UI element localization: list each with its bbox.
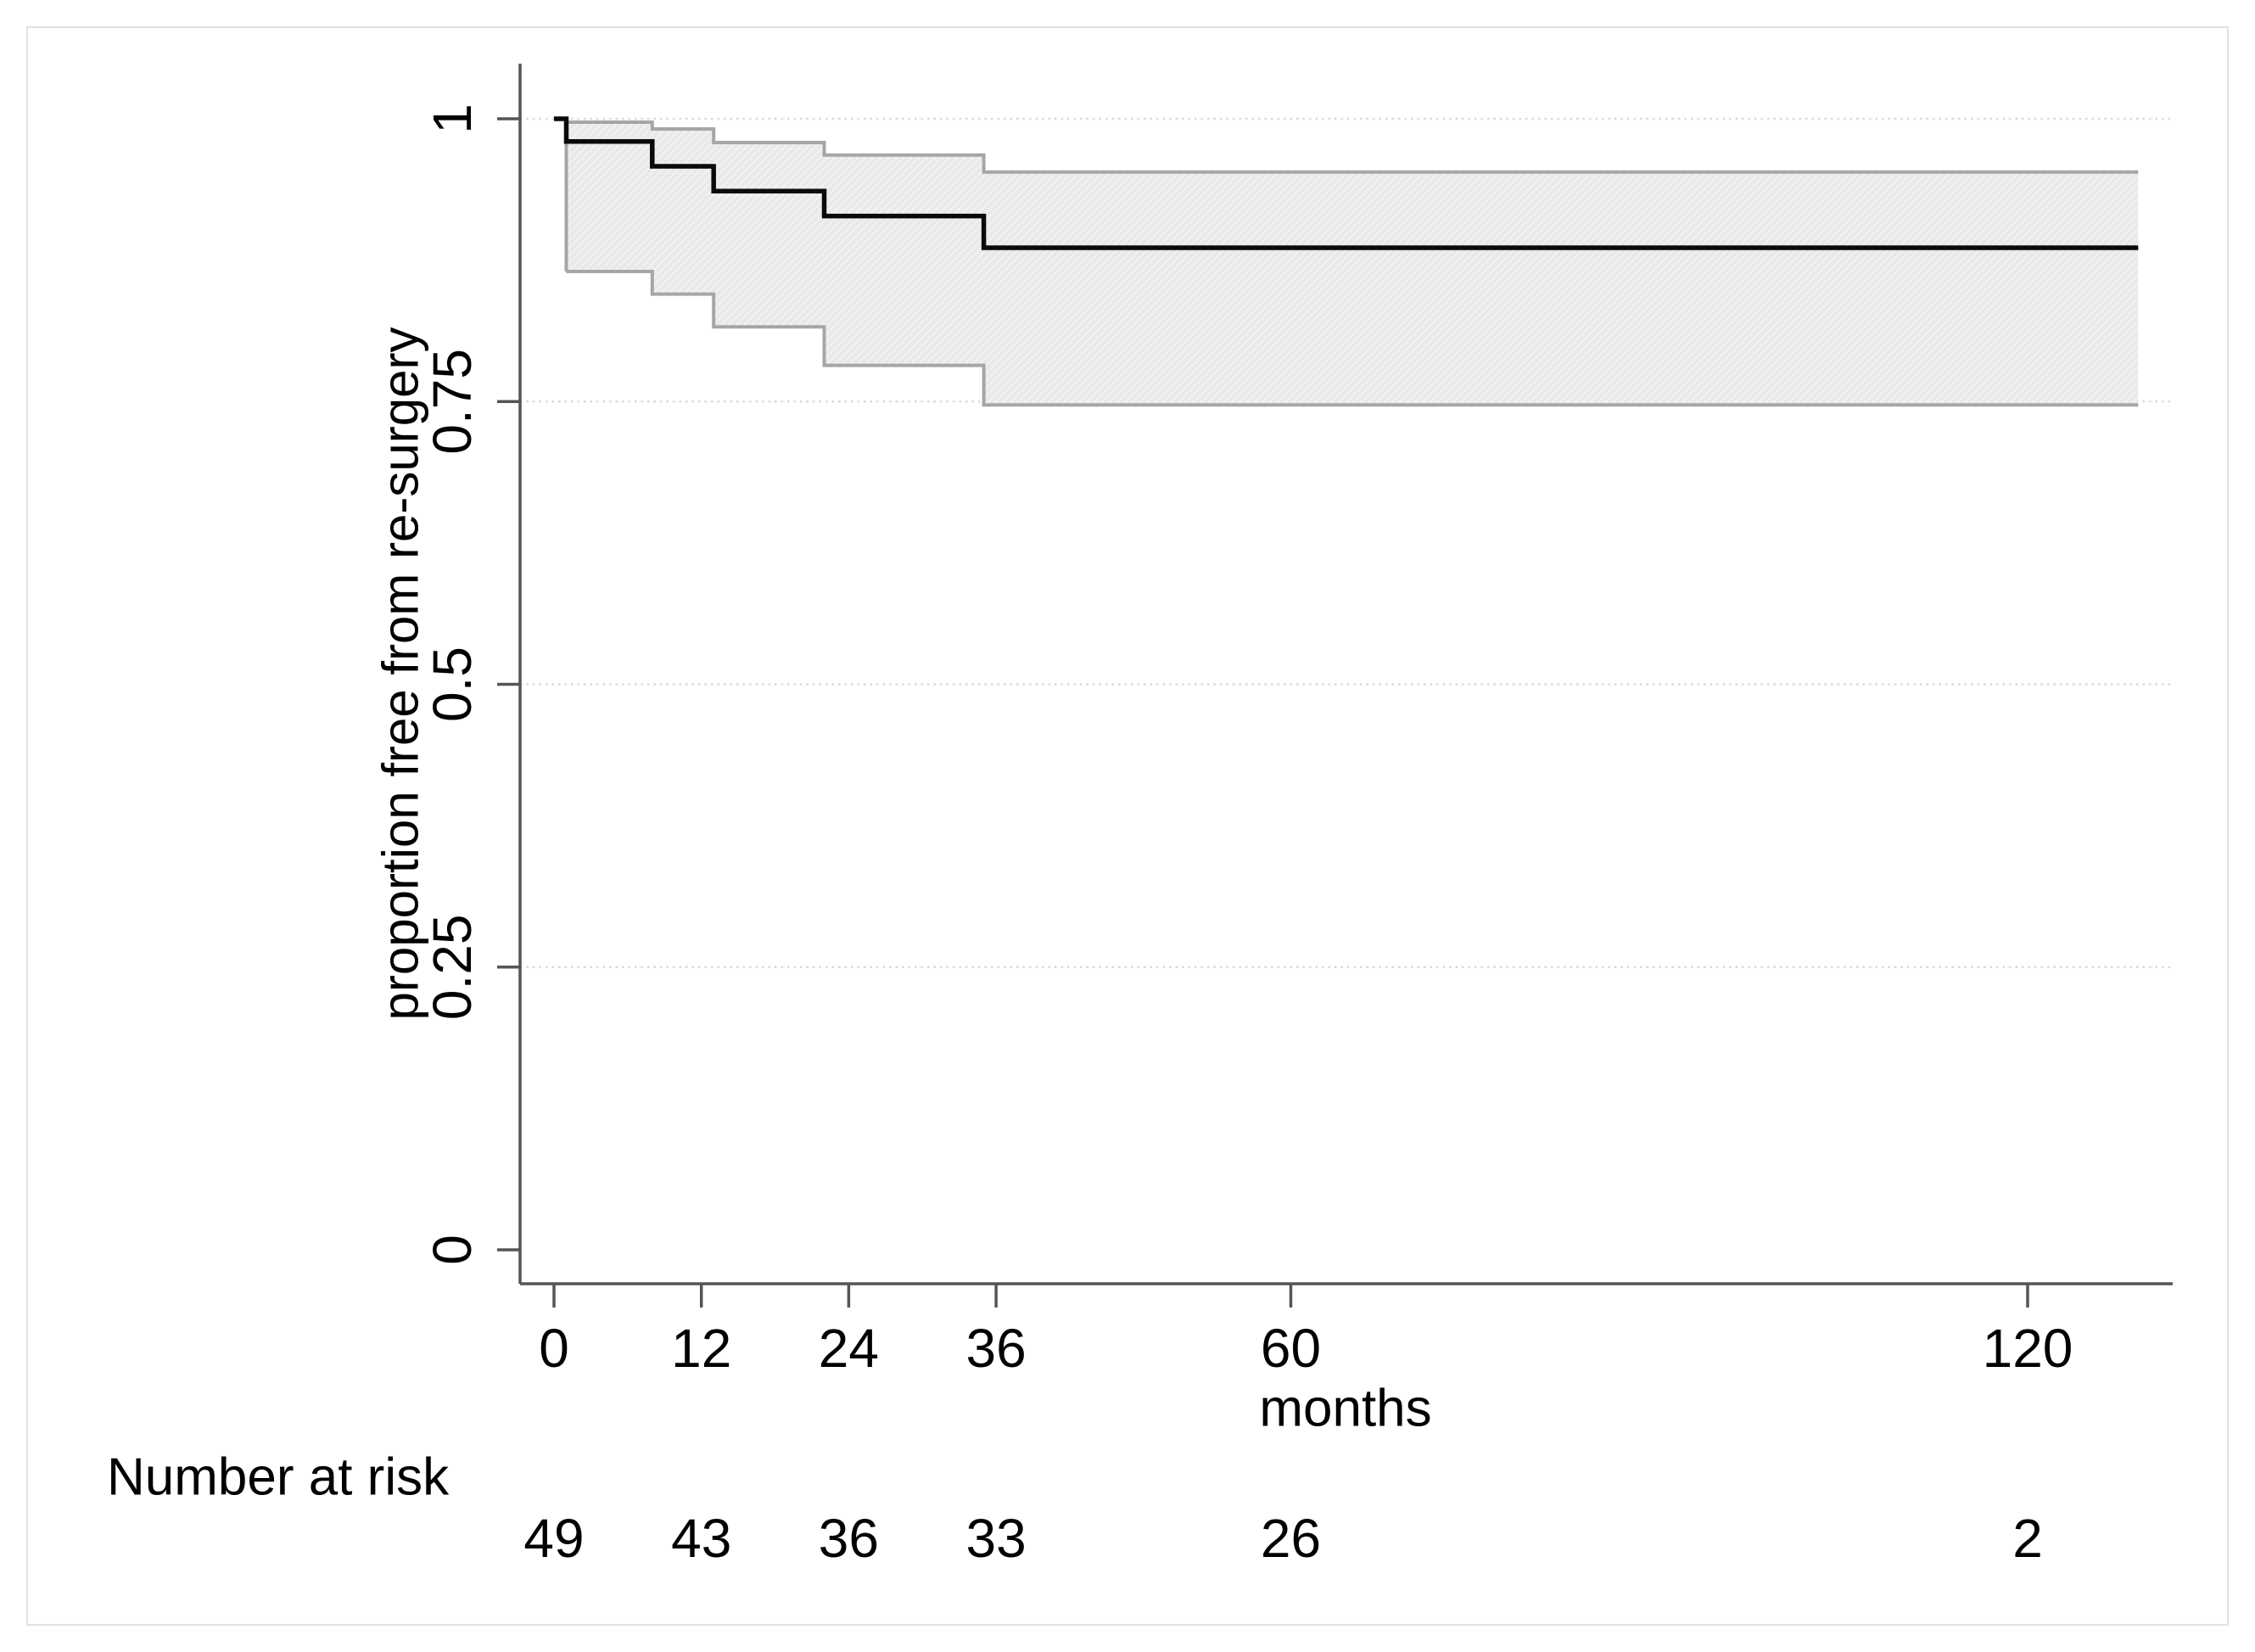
x-tick-label: 36 [966, 1318, 1027, 1379]
x-ticks: 0 12 24 36 60 120 [539, 1284, 2073, 1379]
risk-table-label: Number at risk [107, 1448, 450, 1507]
y-tick-label: 0.5 [422, 647, 483, 722]
y-ticks: 0 0.25 0.5 0.75 1 [422, 104, 520, 1265]
x-tick-label: 12 [671, 1318, 731, 1379]
confidence-band-edges [564, 120, 2139, 407]
confidence-band-upper-edge [564, 120, 2139, 272]
x-tick-label: 0 [539, 1318, 569, 1379]
risk-count: 49 [523, 1508, 584, 1569]
x-tick-label: 60 [1261, 1318, 1321, 1379]
risk-count: 33 [966, 1508, 1027, 1569]
figure-border [26, 26, 2229, 1626]
risk-count: 2 [2012, 1508, 2043, 1569]
axes [518, 64, 2173, 1285]
y-axis-title: proportion free from re-surgery [372, 328, 429, 1021]
risk-table-counts: 49 43 36 33 26 2 [523, 1508, 2042, 1569]
risk-count: 43 [671, 1508, 731, 1569]
risk-count: 36 [819, 1508, 879, 1569]
x-tick-label: 120 [1983, 1318, 2073, 1379]
gridlines [520, 117, 2173, 969]
y-tick-label: 0 [422, 1235, 483, 1265]
y-tick-label: 0.75 [422, 349, 483, 455]
confidence-band [566, 122, 2139, 406]
confidence-band-area [566, 122, 2139, 406]
x-tick-label: 24 [819, 1318, 879, 1379]
risk-count: 26 [1261, 1508, 1321, 1569]
y-tick-label: 0.25 [422, 915, 483, 1021]
km-curve [554, 116, 2139, 250]
km-step-line [554, 116, 2139, 250]
confidence-band-lower-edge [566, 270, 2139, 407]
x-axis-title: months [1259, 1380, 1431, 1438]
y-tick-label: 1 [422, 104, 483, 134]
